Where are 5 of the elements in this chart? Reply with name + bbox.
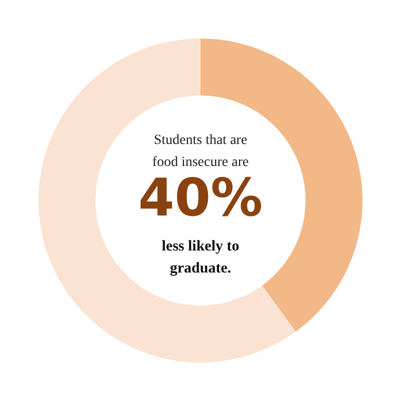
text: Students that are bbox=[154, 133, 248, 148]
text: graduate. bbox=[170, 260, 232, 276]
text: less likely to bbox=[162, 238, 240, 254]
text: food insecure are bbox=[152, 155, 249, 170]
data-label: 40% bbox=[138, 168, 263, 228]
